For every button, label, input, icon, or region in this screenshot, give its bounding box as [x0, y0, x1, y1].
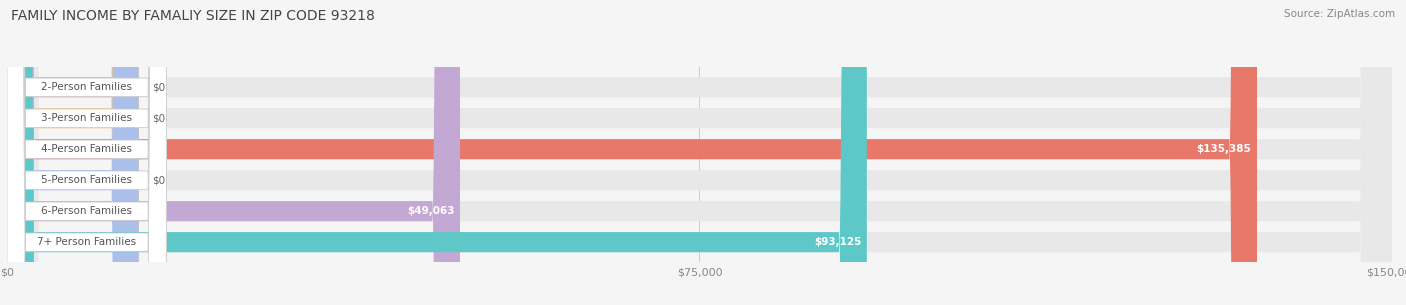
FancyBboxPatch shape	[7, 0, 1392, 305]
FancyBboxPatch shape	[7, 0, 166, 305]
FancyBboxPatch shape	[7, 0, 1257, 305]
FancyBboxPatch shape	[7, 0, 166, 305]
FancyBboxPatch shape	[7, 0, 868, 305]
FancyBboxPatch shape	[7, 0, 166, 305]
FancyBboxPatch shape	[7, 0, 166, 305]
FancyBboxPatch shape	[7, 0, 460, 305]
FancyBboxPatch shape	[7, 0, 1392, 305]
FancyBboxPatch shape	[7, 0, 166, 305]
FancyBboxPatch shape	[7, 0, 139, 305]
Text: $0: $0	[152, 113, 166, 123]
Text: 4-Person Families: 4-Person Families	[41, 144, 132, 154]
FancyBboxPatch shape	[7, 0, 1392, 305]
Text: $0: $0	[152, 82, 166, 92]
Text: 5-Person Families: 5-Person Families	[41, 175, 132, 185]
Text: 2-Person Families: 2-Person Families	[41, 82, 132, 92]
FancyBboxPatch shape	[7, 0, 139, 305]
Text: $135,385: $135,385	[1197, 144, 1251, 154]
Text: $49,063: $49,063	[406, 206, 454, 216]
FancyBboxPatch shape	[7, 0, 166, 305]
FancyBboxPatch shape	[7, 0, 1392, 305]
FancyBboxPatch shape	[7, 0, 1392, 305]
Text: 7+ Person Families: 7+ Person Families	[37, 237, 136, 247]
Text: 3-Person Families: 3-Person Families	[41, 113, 132, 123]
Text: 6-Person Families: 6-Person Families	[41, 206, 132, 216]
Text: FAMILY INCOME BY FAMALIY SIZE IN ZIP CODE 93218: FAMILY INCOME BY FAMALIY SIZE IN ZIP COD…	[11, 9, 375, 23]
FancyBboxPatch shape	[7, 0, 1392, 305]
FancyBboxPatch shape	[7, 0, 139, 305]
Text: $93,125: $93,125	[814, 237, 862, 247]
Text: $0: $0	[152, 175, 166, 185]
Text: Source: ZipAtlas.com: Source: ZipAtlas.com	[1284, 9, 1395, 19]
